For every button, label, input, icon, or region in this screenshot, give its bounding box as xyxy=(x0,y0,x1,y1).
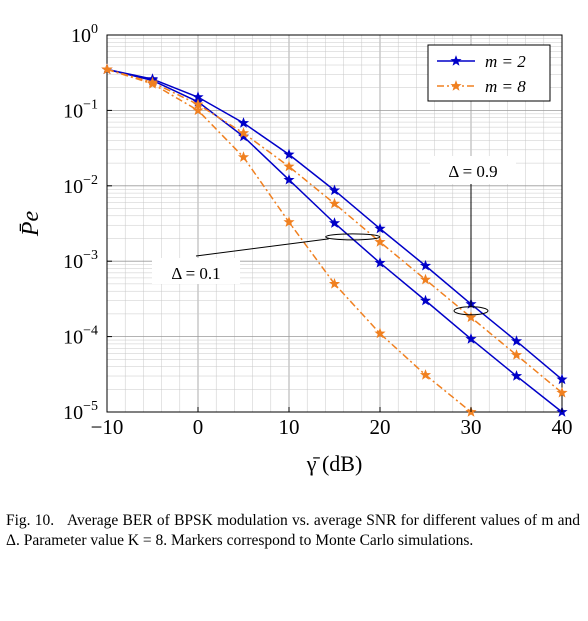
annotation-box xyxy=(430,156,516,184)
data-point-marker xyxy=(510,349,523,360)
x-tick-label: 10 xyxy=(279,415,300,439)
data-point-marker xyxy=(328,217,341,228)
annotation-box xyxy=(152,258,240,284)
data-point-marker xyxy=(328,184,341,196)
data-point-marker xyxy=(237,117,250,128)
annotation-leader xyxy=(195,238,329,257)
data-point-marker xyxy=(465,333,477,344)
data-point-marker xyxy=(374,236,386,247)
data-point-marker xyxy=(283,216,295,227)
legend-marker xyxy=(450,80,462,91)
x-tick-label: 20 xyxy=(370,415,391,439)
data-point-marker xyxy=(328,197,341,209)
y-tick-label: 10−1 xyxy=(63,97,98,122)
data-point-marker xyxy=(374,327,386,339)
data-point-marker xyxy=(510,335,523,346)
series-line-2 xyxy=(106,68,563,413)
data-point-marker xyxy=(419,294,432,306)
x-axis-label: γ̄ (dB) xyxy=(306,451,363,476)
data-point-marker xyxy=(101,63,113,75)
legend-label: m = 8 xyxy=(485,77,526,96)
ber-chart: −10 0 10 20 30 40 100 10−1 10−2 10−3 10−4 10−5 γ̄ (… xyxy=(18,22,573,476)
y-tick-label: 10−2 xyxy=(63,173,98,198)
data-point-marker xyxy=(374,257,386,268)
x-tick-label: 30 xyxy=(461,415,482,439)
data-point-marker xyxy=(510,370,523,381)
y-tick-label: 10−5 xyxy=(63,399,98,424)
data-point-marker xyxy=(328,278,341,289)
axis-labels: γ̄ (dB) P̄e xyxy=(18,210,362,476)
caption-text: Average BER of BPSK modulation vs. avera… xyxy=(6,512,581,549)
plot-frame xyxy=(106,34,563,413)
data-point-marker xyxy=(237,151,250,162)
x-tick-label: 0 xyxy=(193,415,204,439)
data-point-marker xyxy=(283,160,295,172)
data-point-marker xyxy=(556,386,568,398)
data-point-marker xyxy=(146,77,159,89)
y-tick-label: 100 xyxy=(71,22,98,47)
data-point-marker xyxy=(419,369,432,380)
annotations: Δ = 0.9 Δ = 0.1 xyxy=(152,156,516,316)
legend: m = 2 m = 8 xyxy=(427,44,551,102)
y-tick-label: 10−4 xyxy=(63,324,98,349)
x-tick-label: −10 xyxy=(91,415,124,439)
annotation-label: Δ = 0.1 xyxy=(171,264,220,283)
legend-marker xyxy=(450,55,462,66)
figure-caption: Fig. 10. Average BER of BPSK modulation … xyxy=(6,511,580,551)
annotation-ellipse xyxy=(325,233,381,241)
y-axis-label: P̄e xyxy=(18,210,44,237)
tick-labels: −10 0 10 20 30 40 100 10−1 10−2 10−3 10−4 10−5 xyxy=(63,22,572,439)
data-point-marker xyxy=(419,273,432,285)
data-point-marker xyxy=(192,104,204,116)
data-point-marker xyxy=(556,373,568,385)
data-point-marker xyxy=(374,222,386,234)
data-point-marker xyxy=(283,148,295,160)
series-layer xyxy=(101,63,568,417)
data-point-marker xyxy=(283,173,295,185)
legend-box xyxy=(427,44,551,102)
y-tick-label: 10−3 xyxy=(63,248,98,273)
data-point-marker xyxy=(419,259,432,271)
data-point-marker xyxy=(237,127,250,138)
caption-label: Fig. 10. xyxy=(6,512,55,529)
legend-label: m = 2 xyxy=(485,52,526,71)
annotation-label: Δ = 0.9 xyxy=(448,162,497,181)
x-tick-label: 40 xyxy=(552,415,573,439)
data-point-marker xyxy=(465,311,477,323)
